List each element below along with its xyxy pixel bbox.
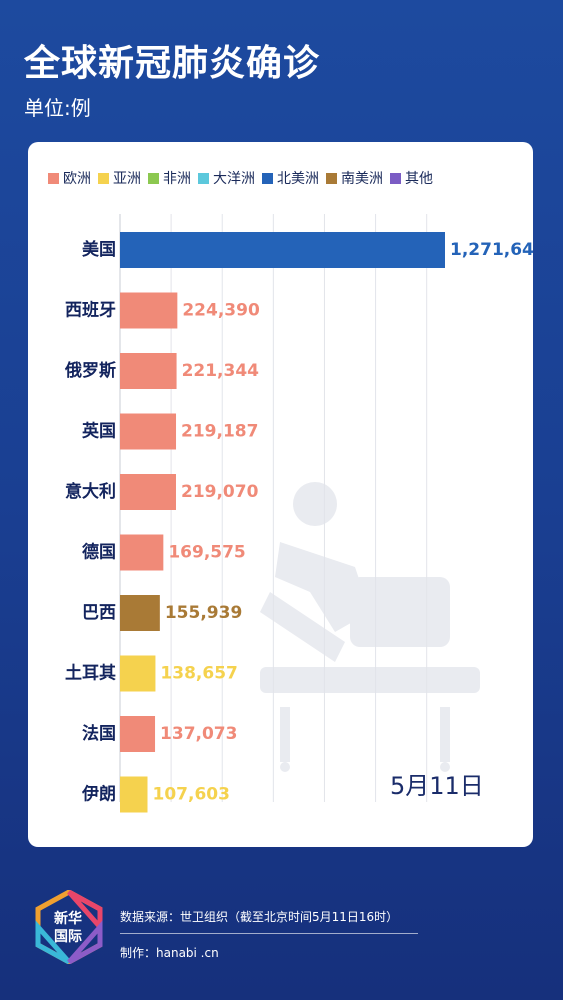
legend-label: 非洲 [163,171,191,187]
bar [120,232,445,268]
bar [120,595,160,631]
data-source: 数据来源：世卫组织（截至北京时间5月11日16时） [120,910,399,924]
value-label: 155,939 [165,603,242,623]
legend-item: 亚洲 [98,168,141,188]
bar [120,655,156,692]
bar [120,716,156,752]
logo-text-line: 新华 [54,911,82,927]
value-label: 1,271,645 [450,240,533,260]
category-label: 俄罗斯 [64,360,116,381]
credit-line: 制作：hanabi .cn [120,946,219,960]
xinhua-logo-icon [35,890,103,964]
category-label: 意大利 [65,481,116,502]
legend-item: 南美洲 [326,168,383,188]
bar [120,534,164,571]
value-label: 219,187 [181,422,258,442]
value-label: 219,070 [181,482,259,502]
value-label: 221,344 [182,361,260,381]
legend-swatch [262,172,273,184]
page-title: 全球新冠肺炎确诊 [24,43,321,84]
category-label: 巴西 [82,603,116,623]
legend-swatch [198,172,209,184]
legend-swatch [48,172,59,184]
category-label: 美国 [82,239,116,260]
legend-item: 其他 [390,168,433,188]
legend-item: 欧洲 [48,168,91,188]
category-label: 土耳其 [65,663,116,684]
legend-swatch [326,172,337,184]
watermark-icon [260,482,480,772]
footer-divider [120,933,418,934]
logo-text-line: 国际 [54,929,82,945]
legend-item: 大洋洲 [198,168,255,188]
legend-label: 大洋洲 [213,171,255,187]
legend-label: 南美洲 [341,171,383,187]
value-label: 169,575 [168,543,245,563]
unit-label: 单位:例 [24,96,91,120]
legend-swatch [390,172,401,184]
chart-legend: 欧洲 亚洲 非洲 大洋洲 北美洲 南美洲 其他 [48,168,433,188]
bar [120,292,178,329]
category-label: 德国 [82,542,116,563]
bar [120,474,176,510]
legend-swatch [98,172,109,184]
logo-text: 新华 国际 [46,910,90,946]
value-label: 107,603 [153,785,230,805]
bar [120,776,148,813]
category-label: 伊朗 [81,784,116,805]
bar [120,353,177,389]
legend-label: 欧洲 [63,171,91,187]
legend-label: 其他 [405,171,433,187]
legend-item: 北美洲 [262,168,319,188]
value-label: 137,073 [160,724,237,744]
category-label: 西班牙 [65,301,116,321]
category-label: 法国 [82,723,116,744]
legend-item: 非洲 [148,168,191,188]
value-label: 224,390 [182,301,260,321]
bar [120,413,177,450]
legend-label: 北美洲 [277,171,319,187]
chart-card: 欧洲 亚洲 非洲 大洋洲 北美洲 南美洲 其他 美国 1,271,645 西班牙 224,390 俄… [28,142,533,847]
legend-swatch [148,172,159,184]
category-label: 英国 [82,421,116,442]
value-label: 138,657 [160,664,237,684]
legend-label: 亚洲 [113,171,141,187]
date-label: 5月11日 [390,772,484,800]
bar-chart: 美国 1,271,645 西班牙 224,390 俄罗斯 221,344 英国 219,187… [64,214,533,813]
